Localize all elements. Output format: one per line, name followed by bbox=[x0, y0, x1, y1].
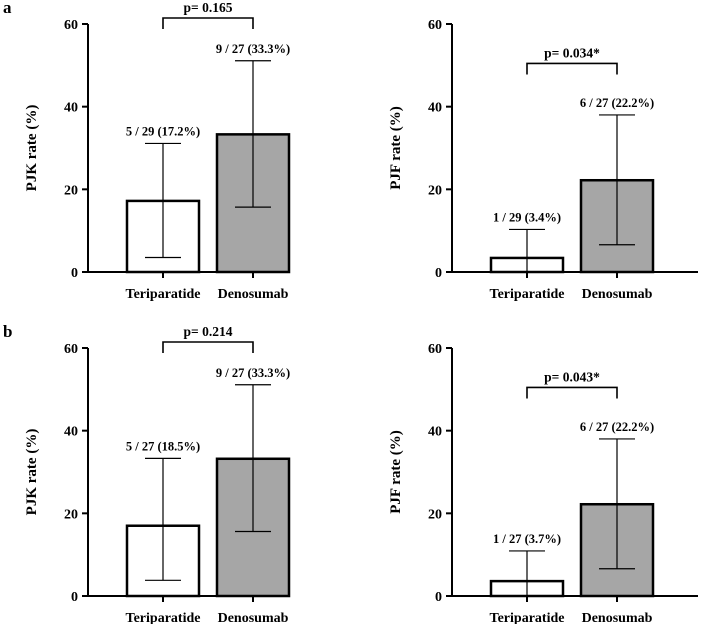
p-value-label: p= 0.214 bbox=[184, 324, 233, 339]
data-label: 6 / 27 (22.2%) bbox=[580, 96, 654, 110]
y-axis-title: PJF rate (%) bbox=[388, 430, 404, 514]
x-category-label: Teriparatide bbox=[490, 287, 565, 302]
chart-2: 0 20 40 60 PJF rate (%) 1 / 29 (3.4%) Teripara… bbox=[388, 18, 698, 302]
p-value-label: p= 0.165 bbox=[184, 0, 233, 15]
panel-letter-b: b bbox=[3, 322, 12, 341]
data-label: 9 / 27 (33.3%) bbox=[216, 42, 290, 56]
x-category-label: Teriparatide bbox=[126, 611, 201, 624]
p-value-label: p= 0.034* bbox=[544, 45, 600, 60]
y-axis-title: PJK rate (%) bbox=[24, 105, 40, 192]
y-tick-label: 40 bbox=[428, 101, 442, 116]
charts-container: 0 20 40 60 PJK rate (%) 5 / 29 (17.2%) Teripar… bbox=[24, 0, 698, 624]
y-tick-label: 0 bbox=[435, 266, 442, 281]
y-tick-label: 40 bbox=[64, 101, 78, 116]
chart-3: 0 20 40 60 PJK rate (%) 5 / 27 (18.5%) Teripar… bbox=[24, 324, 291, 624]
y-tick-label: 0 bbox=[71, 590, 78, 605]
y-tick-label: 60 bbox=[428, 342, 442, 357]
panel-letter-a: a bbox=[3, 0, 12, 17]
y-tick-label: 60 bbox=[428, 18, 442, 33]
y-tick-label: 60 bbox=[64, 18, 78, 33]
y-tick-label: 20 bbox=[64, 507, 78, 522]
data-label: 5 / 27 (18.5%) bbox=[126, 439, 200, 453]
y-tick-label: 0 bbox=[435, 590, 442, 605]
chart-4: 0 20 40 60 PJF rate (%) 1 / 27 (3.7%) Teripara… bbox=[388, 342, 698, 624]
x-category-label: Teriparatide bbox=[126, 287, 201, 302]
data-label: 5 / 29 (17.2%) bbox=[126, 124, 200, 138]
significance-bracket bbox=[526, 62, 618, 75]
x-category-label: Denosumab bbox=[582, 287, 653, 302]
significance-bracket bbox=[162, 17, 254, 29]
significance-bracket bbox=[526, 386, 618, 399]
data-label: 9 / 27 (33.3%) bbox=[216, 366, 290, 380]
y-tick-label: 40 bbox=[428, 425, 442, 440]
y-axis-title: PJK rate (%) bbox=[24, 429, 40, 516]
y-tick-label: 0 bbox=[71, 266, 78, 281]
y-tick-label: 20 bbox=[428, 183, 442, 198]
p-value-label: p= 0.043* bbox=[544, 369, 600, 384]
x-category-label: Denosumab bbox=[218, 611, 289, 624]
y-tick-label: 20 bbox=[64, 183, 78, 198]
y-axis-title: PJF rate (%) bbox=[388, 106, 404, 190]
y-tick-label: 60 bbox=[64, 342, 78, 357]
data-label: 1 / 29 (3.4%) bbox=[493, 210, 561, 224]
data-label: 1 / 27 (3.7%) bbox=[493, 532, 561, 546]
y-tick-label: 20 bbox=[428, 507, 442, 522]
significance-bracket bbox=[162, 341, 254, 353]
x-category-label: Denosumab bbox=[218, 287, 289, 302]
y-tick-label: 40 bbox=[64, 425, 78, 440]
x-category-label: Denosumab bbox=[582, 611, 653, 624]
chart-1: 0 20 40 60 PJK rate (%) 5 / 29 (17.2%) Teripar… bbox=[24, 0, 291, 302]
data-label: 6 / 27 (22.2%) bbox=[580, 420, 654, 434]
x-category-label: Teriparatide bbox=[490, 611, 565, 624]
